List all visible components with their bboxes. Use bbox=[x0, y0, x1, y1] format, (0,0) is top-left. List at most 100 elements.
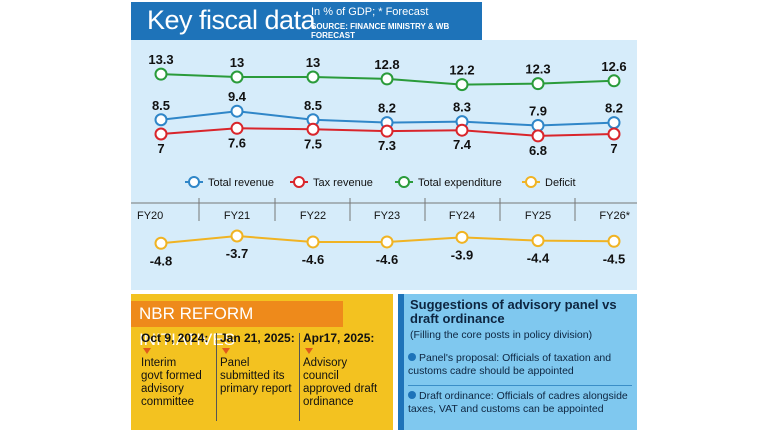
data-label: 13.3 bbox=[148, 52, 173, 67]
data-label: 8.3 bbox=[453, 100, 471, 115]
legend-label: Total expenditure bbox=[418, 177, 502, 189]
x-tick-label: FY26* bbox=[599, 210, 630, 222]
data-label: 12.3 bbox=[525, 62, 550, 77]
header-banner: Key fiscal data In % of GDP; * Forecast … bbox=[131, 2, 482, 40]
nbr-item: Apr17, 2025: Advisory council approved d… bbox=[303, 331, 387, 409]
divider bbox=[408, 385, 632, 386]
x-tick-label: FY20 bbox=[137, 210, 163, 222]
data-label: 9.4 bbox=[228, 89, 247, 104]
data-point bbox=[531, 234, 545, 248]
legend-marker bbox=[525, 176, 537, 188]
legend-label: Total revenue bbox=[208, 177, 274, 189]
nbr-item-text: Advisory council approved draft ordinanc… bbox=[303, 357, 387, 409]
data-label: 8.2 bbox=[378, 101, 396, 116]
data-label: -3.7 bbox=[226, 246, 248, 261]
data-point bbox=[380, 235, 394, 249]
data-point bbox=[607, 127, 621, 141]
text-line: Interim bbox=[141, 357, 177, 369]
bullet-icon bbox=[408, 391, 416, 399]
legend-marker bbox=[293, 176, 305, 188]
bullet-icon bbox=[408, 353, 416, 361]
data-label: -3.9 bbox=[451, 247, 473, 262]
legend-marker bbox=[398, 176, 410, 188]
data-point bbox=[607, 74, 621, 88]
legend-label: Tax revenue bbox=[313, 177, 373, 189]
nbr-item-date: Oct 9, 2024: bbox=[141, 331, 209, 345]
text-line: ordinance bbox=[303, 396, 354, 408]
data-point bbox=[380, 72, 394, 86]
x-tick-label: FY25 bbox=[525, 210, 551, 222]
source-note: SOURCE: FINANCE MINISTRY & WB FORECAST bbox=[311, 22, 450, 40]
data-label: -4.5 bbox=[603, 251, 625, 266]
advisory-title: Suggestions of advisory panel vs draft o… bbox=[410, 297, 617, 326]
nbr-item-text: Interim govt formed advisory committee bbox=[141, 357, 225, 409]
data-label: 7.9 bbox=[529, 103, 547, 118]
data-label: 12.8 bbox=[374, 57, 399, 72]
arrow-down-icon bbox=[222, 348, 230, 354]
data-label: 8.2 bbox=[605, 101, 623, 116]
data-point bbox=[455, 230, 469, 244]
data-point bbox=[531, 129, 545, 143]
data-point bbox=[230, 229, 244, 243]
page-title: Key fiscal data bbox=[147, 5, 316, 35]
x-tick-label: FY21 bbox=[224, 210, 250, 222]
arrow-down-icon bbox=[305, 348, 313, 354]
data-label: 7 bbox=[610, 141, 617, 156]
data-point bbox=[230, 70, 244, 84]
text-line: govt formed bbox=[141, 370, 202, 382]
x-tick-label: FY23 bbox=[374, 210, 400, 222]
advisory-note: (Filling the core posts in policy divisi… bbox=[410, 329, 593, 341]
fiscal-line-chart: FY20 FY21 FY22 FY23 FY24 FY25 FY26* 13.3 13 13 12.… bbox=[131, 52, 637, 268]
arrow-down-icon bbox=[143, 348, 151, 354]
legend-marker bbox=[188, 176, 200, 188]
data-point bbox=[154, 67, 168, 81]
data-label: 13 bbox=[230, 55, 244, 70]
nbr-item: Oct 9, 2024: Interim govt formed advisor… bbox=[141, 331, 225, 409]
advisory-panel bbox=[404, 294, 637, 430]
data-point bbox=[154, 127, 168, 141]
text-line: advisory bbox=[141, 383, 184, 395]
nbr-title: NBR REFORM INITIATIVES bbox=[131, 301, 343, 349]
data-label: 13 bbox=[306, 55, 320, 70]
data-label: -4.8 bbox=[150, 253, 172, 268]
nbr-item-date: Apr17, 2025: bbox=[303, 331, 375, 345]
data-point bbox=[230, 121, 244, 135]
text-line: Panel bbox=[220, 357, 250, 369]
advisory-item: Draft ordinance: Officials of cadres alo… bbox=[408, 390, 634, 416]
data-point bbox=[607, 116, 621, 130]
data-point bbox=[154, 236, 168, 250]
data-label: 7.4 bbox=[453, 137, 472, 152]
data-label: 6.8 bbox=[529, 143, 547, 158]
text-line: primary report bbox=[220, 383, 292, 395]
data-point bbox=[306, 70, 320, 84]
x-tick-label: FY24 bbox=[449, 210, 475, 222]
text-line: council bbox=[303, 370, 339, 382]
data-point bbox=[306, 122, 320, 136]
text-line: committee bbox=[141, 396, 195, 408]
advisory-item-text: Panel's proposal: Officials of taxation … bbox=[408, 352, 612, 377]
data-point bbox=[531, 118, 545, 132]
data-point bbox=[380, 124, 394, 138]
nbr-item-date: Jan 21, 2025: bbox=[220, 331, 295, 345]
text-line: Advisory bbox=[303, 357, 348, 369]
text-line: approved draft bbox=[303, 383, 378, 395]
nbr-item-text: Panel submitted its primary report bbox=[220, 357, 304, 396]
data-label: -4.6 bbox=[302, 252, 324, 267]
data-point bbox=[455, 78, 469, 92]
divider bbox=[299, 333, 300, 421]
nbr-item: Jan 21, 2025: Panel submitted its primar… bbox=[220, 331, 304, 396]
data-label: 8.5 bbox=[304, 98, 322, 113]
data-label: -4.6 bbox=[376, 252, 398, 267]
text-line: submitted its bbox=[220, 370, 285, 382]
subtitle: In % of GDP; * Forecast bbox=[311, 6, 429, 18]
data-label: 7.6 bbox=[228, 135, 246, 150]
data-point bbox=[230, 104, 244, 118]
data-point bbox=[607, 234, 621, 248]
data-point bbox=[154, 113, 168, 127]
advisory-item-text: Draft ordinance: Officials of cadres alo… bbox=[408, 390, 628, 415]
data-label: 8.5 bbox=[152, 98, 170, 113]
data-label: 12.6 bbox=[601, 59, 626, 74]
x-tick-label: FY22 bbox=[300, 210, 326, 222]
legend-label: Deficit bbox=[545, 177, 576, 189]
data-label: 7 bbox=[157, 141, 164, 156]
